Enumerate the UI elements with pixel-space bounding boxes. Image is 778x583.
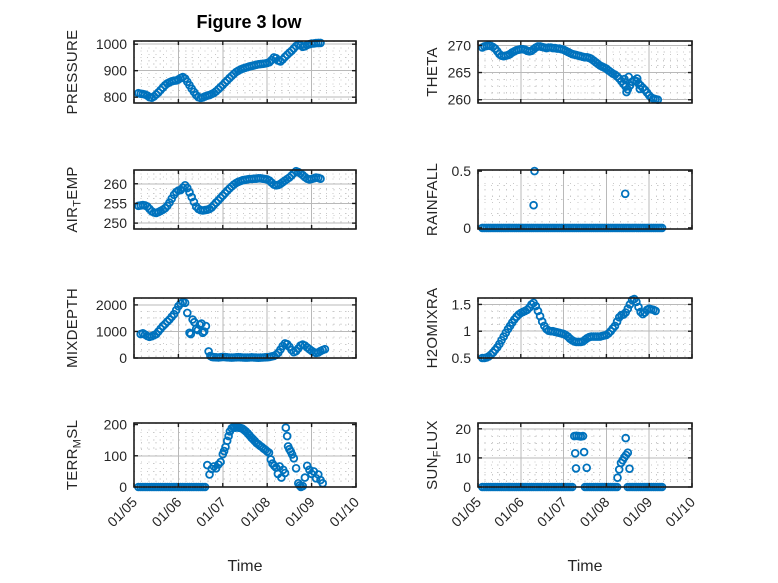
xtick-label: 01/06 (148, 494, 184, 530)
xtick-label: 01/08 (237, 494, 273, 530)
ytick-label: 0 (119, 350, 127, 366)
series-h2omixra (477, 294, 660, 363)
ytick-label: 0 (463, 220, 471, 236)
subplot-mixdepth: 0 1000 2000 MIXDEPTH (64, 288, 357, 368)
ytick-label: 260 (448, 92, 472, 108)
xtick-label: 01/05 (104, 494, 140, 530)
xtick-label: 01/10 (326, 494, 362, 530)
plot-area (478, 170, 692, 229)
xtick-label: 01/09 (282, 494, 318, 530)
ytick-label: 1 (463, 323, 471, 339)
ytick-label: 0 (119, 479, 127, 495)
ylabel-sun-flux: SUNFLUX (424, 420, 444, 490)
axes-box (133, 422, 357, 488)
series-rainfall (477, 166, 667, 233)
ytick-label: 0 (463, 479, 471, 495)
ytick-label: 1.5 (452, 296, 472, 312)
xaxis-label-left: Time (228, 558, 263, 575)
xtick-label: 01/05 (448, 494, 484, 530)
ytick-label: 260 (104, 176, 128, 192)
ytick-label: 2000 (96, 297, 127, 313)
ytick-label: 100 (104, 448, 128, 464)
xtick-label: 01/07 (534, 494, 570, 530)
xtick-label: 01/08 (576, 494, 612, 530)
ytick-label: 20 (455, 421, 471, 437)
axes-box (133, 40, 357, 104)
axes-box (133, 297, 357, 359)
xtick-label: 01/07 (193, 494, 229, 530)
series-theta (477, 41, 663, 104)
axes-box (477, 169, 693, 230)
ytick-label: 250 (104, 215, 128, 231)
series-pressure (134, 38, 325, 103)
ytick-label: 1000 (96, 36, 127, 52)
ytick-label: 265 (448, 65, 472, 81)
ytick-label: 1000 (96, 323, 127, 339)
xtick-label: 01/06 (491, 494, 527, 530)
ytick-label: 0.5 (452, 350, 472, 366)
series-air-temp (134, 166, 325, 218)
ylabel-mixdepth: MIXDEPTH (64, 288, 81, 368)
axes-box (477, 422, 693, 488)
ylabel-terr-msl: TERRMSL (64, 420, 84, 490)
subplot-theta: 260 265 270 THETA (424, 37, 693, 108)
ylabel-h2omixra: H2OMIXRA (424, 288, 441, 369)
ytick-label: 10 (455, 450, 471, 466)
xaxis-label-right: Time (568, 558, 603, 575)
ytick-label: 270 (448, 37, 472, 53)
figure-title: Figure 3 low (196, 12, 302, 32)
ylabel-theta: THETA (424, 47, 441, 97)
xtick-label: 01/10 (662, 494, 698, 530)
ytick-label: 200 (104, 417, 128, 433)
subplot-air-temp: 250 255 260 AIRTEMP (64, 166, 357, 233)
subplot-h2omixra: 0.5 1 1.5 H2OMIXRA (424, 288, 693, 369)
xtick-label: 01/09 (619, 494, 655, 530)
axes-box (133, 169, 357, 230)
ylabel-air-temp: AIRTEMP (64, 166, 84, 232)
axes-box (477, 297, 693, 359)
ytick-label: 255 (104, 195, 128, 211)
ytick-label: 800 (104, 89, 128, 105)
plot-area (478, 298, 692, 358)
subplot-rainfall: 0 0.5 RAINFALL (424, 163, 693, 236)
ylabel-rainfall: RAINFALL (424, 163, 441, 236)
subplot-pressure: 800 900 1000 PRESSURE (64, 30, 357, 115)
ytick-label: 0.5 (452, 163, 472, 179)
ylabel-pressure: PRESSURE (64, 30, 81, 115)
subplot-terr-msl: 0 100 200 TERRMSL 01/05 01/06 01/07 01/08 01/09 0… (64, 417, 362, 530)
ytick-label: 900 (104, 63, 128, 79)
